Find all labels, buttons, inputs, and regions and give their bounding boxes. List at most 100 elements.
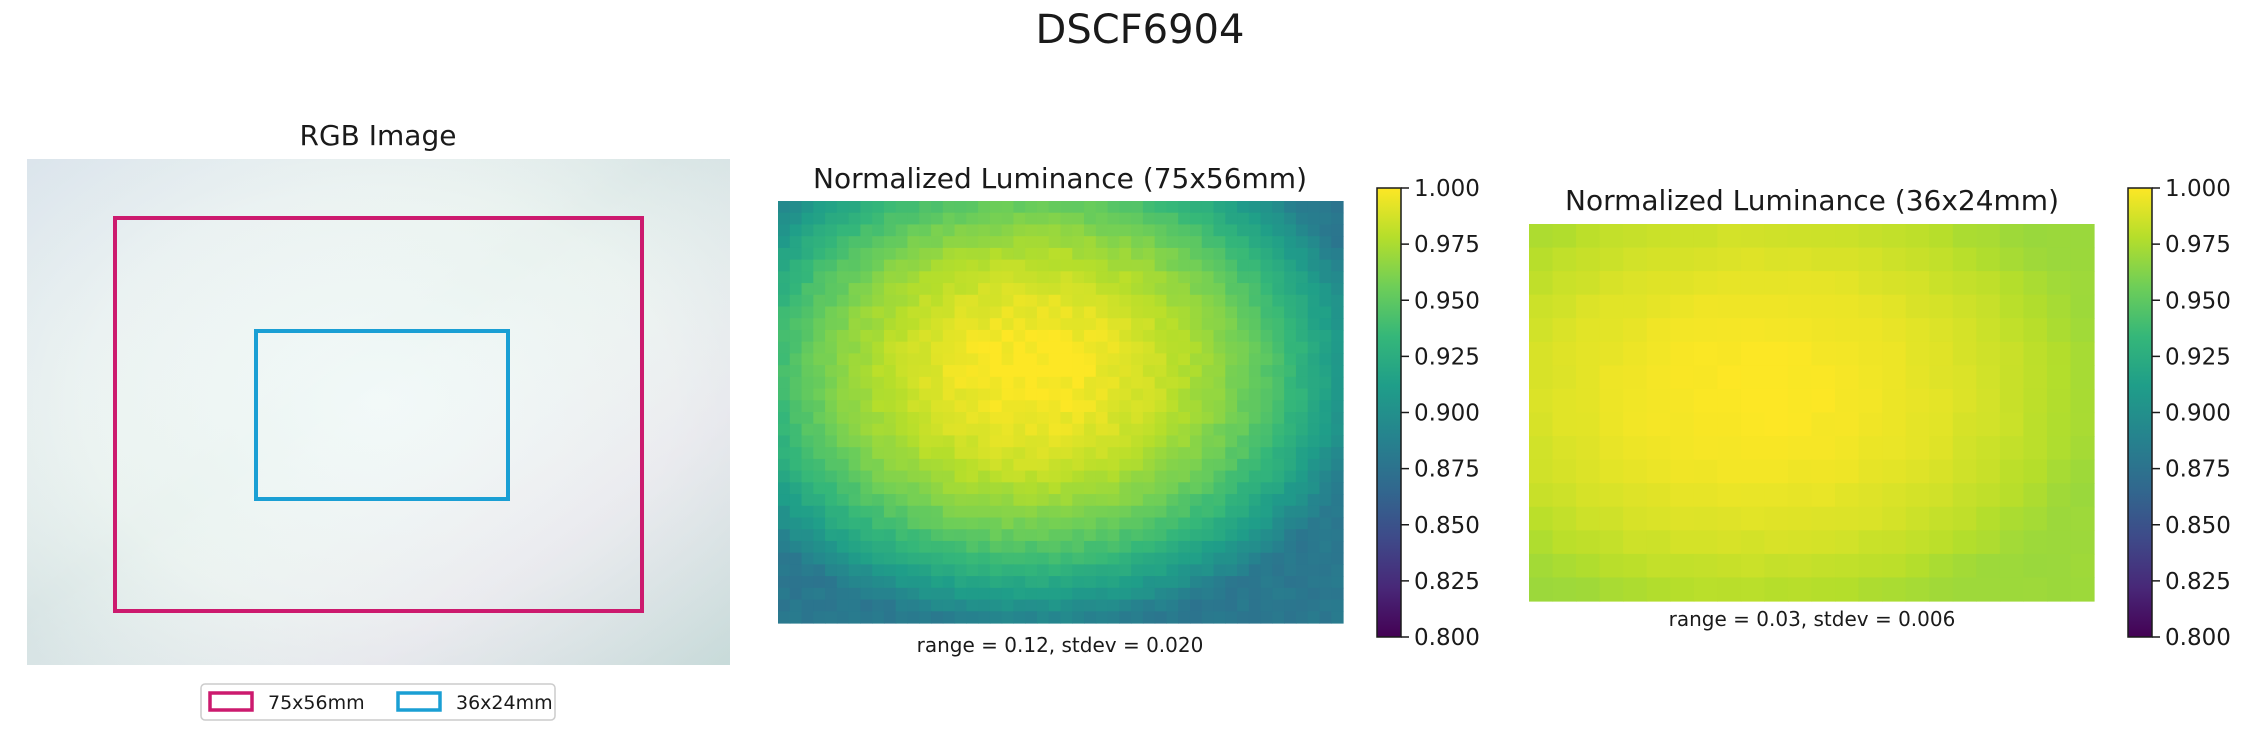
heatmap-cell	[895, 294, 909, 308]
heatmap-cell	[1095, 376, 1109, 390]
heatmap-cell	[848, 564, 861, 577]
heatmap-cell	[1319, 259, 1332, 272]
heatmap-cell	[1201, 353, 1215, 366]
heatmap-cell	[1623, 459, 1648, 484]
heatmap-cell	[1060, 247, 1073, 261]
heatmap-cell	[825, 529, 838, 542]
heatmap-cell	[1529, 341, 1554, 366]
heatmap-cell	[1295, 388, 1309, 401]
heatmap-cell	[1248, 294, 1262, 308]
heatmap-cell	[872, 423, 885, 437]
heatmap-cell	[1201, 365, 1215, 378]
heatmap-cell	[907, 470, 920, 483]
heatmap-cell	[1858, 224, 1883, 249]
heatmap-cell	[954, 212, 967, 226]
heatmap-cell	[825, 224, 838, 237]
heatmap-cell	[1237, 470, 1250, 483]
heatmap-cell	[1552, 247, 1577, 272]
heatmap-cell	[1084, 470, 1097, 483]
heatmap-cell	[1576, 577, 1601, 602]
heatmap-cell	[1189, 482, 1203, 495]
heatmap-cell	[1225, 376, 1238, 390]
heatmap-cell	[1013, 376, 1026, 390]
heatmap-cell	[907, 494, 920, 507]
heatmap-cell	[1119, 552, 1132, 565]
heatmap-cell	[883, 365, 897, 378]
heatmap-cell	[1295, 224, 1309, 237]
heatmap-cell	[1142, 564, 1156, 577]
heatmap-cell	[1189, 447, 1203, 460]
heatmap-cell	[895, 201, 909, 214]
heatmap-cell	[1201, 587, 1215, 601]
heatmap-cell	[966, 458, 979, 472]
heatmap-cell	[1201, 236, 1215, 249]
heatmap-cell	[1646, 530, 1671, 555]
heatmap-cell	[789, 283, 803, 296]
heatmap-cell	[1717, 247, 1742, 272]
heatmap-cell	[825, 341, 838, 354]
heatmap-cell	[954, 236, 967, 249]
heatmap-cell	[872, 247, 885, 261]
heatmap-cell	[978, 247, 991, 261]
heatmap-cell	[1319, 318, 1332, 331]
heatmap-cell	[942, 283, 956, 296]
heatmap-cell	[1095, 306, 1109, 319]
heatmap-cell	[1119, 376, 1132, 390]
heatmap-cell	[1764, 506, 1789, 531]
heatmap-cell	[1929, 224, 1954, 249]
heatmap-cell	[1552, 294, 1577, 319]
heatmap-cell	[848, 552, 861, 565]
heatmap-cell	[1764, 365, 1789, 390]
heatmap-cell	[966, 470, 979, 483]
heatmap-cell	[1142, 540, 1156, 554]
heatmap-cell	[1787, 271, 1813, 296]
heatmap-cell	[1142, 458, 1156, 472]
heatmap-cell	[931, 447, 944, 460]
heatmap-cell	[1717, 483, 1742, 508]
heatmap-cell	[1835, 459, 1860, 484]
heatmap-cell	[931, 587, 944, 601]
heatmap-cell	[1905, 318, 1930, 343]
heatmap-cell	[895, 494, 909, 507]
heatmap-cell	[1119, 587, 1132, 601]
heatmap-cell	[2046, 459, 2072, 484]
heatmap-cell	[1201, 494, 1215, 507]
heatmap-cell	[919, 294, 932, 308]
heatmap-cell	[1201, 482, 1215, 495]
heatmap-cell	[1552, 436, 1577, 461]
heatmap-cell	[978, 587, 991, 601]
heatmap-cell	[1307, 400, 1321, 413]
heatmap-cell	[1552, 365, 1577, 390]
heatmap-cell	[1237, 224, 1250, 237]
heatmap-cell	[1119, 447, 1132, 460]
heatmap-cell	[1119, 224, 1132, 237]
heatmap-cell	[1189, 329, 1203, 343]
heatmap-cell	[1319, 201, 1332, 214]
heatmap-cell	[1119, 494, 1132, 507]
heatmap-cell	[1025, 587, 1038, 601]
heatmap-cell	[1307, 271, 1321, 284]
heatmap-cell	[1599, 388, 1624, 414]
heatmap-cell	[1284, 482, 1297, 495]
heatmap-cell	[1295, 329, 1309, 343]
heatmap-cell	[1646, 341, 1671, 366]
heatmap-cell	[1552, 318, 1577, 343]
heatmap-cell	[895, 212, 909, 226]
heatmap-cell	[778, 283, 791, 296]
heatmap-cell	[1576, 506, 1601, 531]
heatmap-cell	[1154, 271, 1168, 284]
heatmap-cell	[801, 376, 814, 390]
heatmap-cell	[1131, 365, 1144, 378]
heatmap-cell	[1260, 283, 1273, 296]
heatmap-cell	[1072, 306, 1085, 319]
heatmap-cell	[1248, 400, 1262, 413]
heatmap-cell	[942, 552, 956, 565]
heatmap-cell	[801, 400, 814, 413]
colorbar-tick-label: 0.850	[1414, 513, 1480, 539]
heatmap-cell	[907, 283, 920, 296]
heatmap-cell	[919, 353, 932, 366]
heatmap-cell	[1929, 294, 1954, 319]
heatmap-cell	[1307, 341, 1321, 354]
heatmap-cell	[1036, 599, 1050, 612]
heatmap-cell	[1013, 201, 1026, 214]
